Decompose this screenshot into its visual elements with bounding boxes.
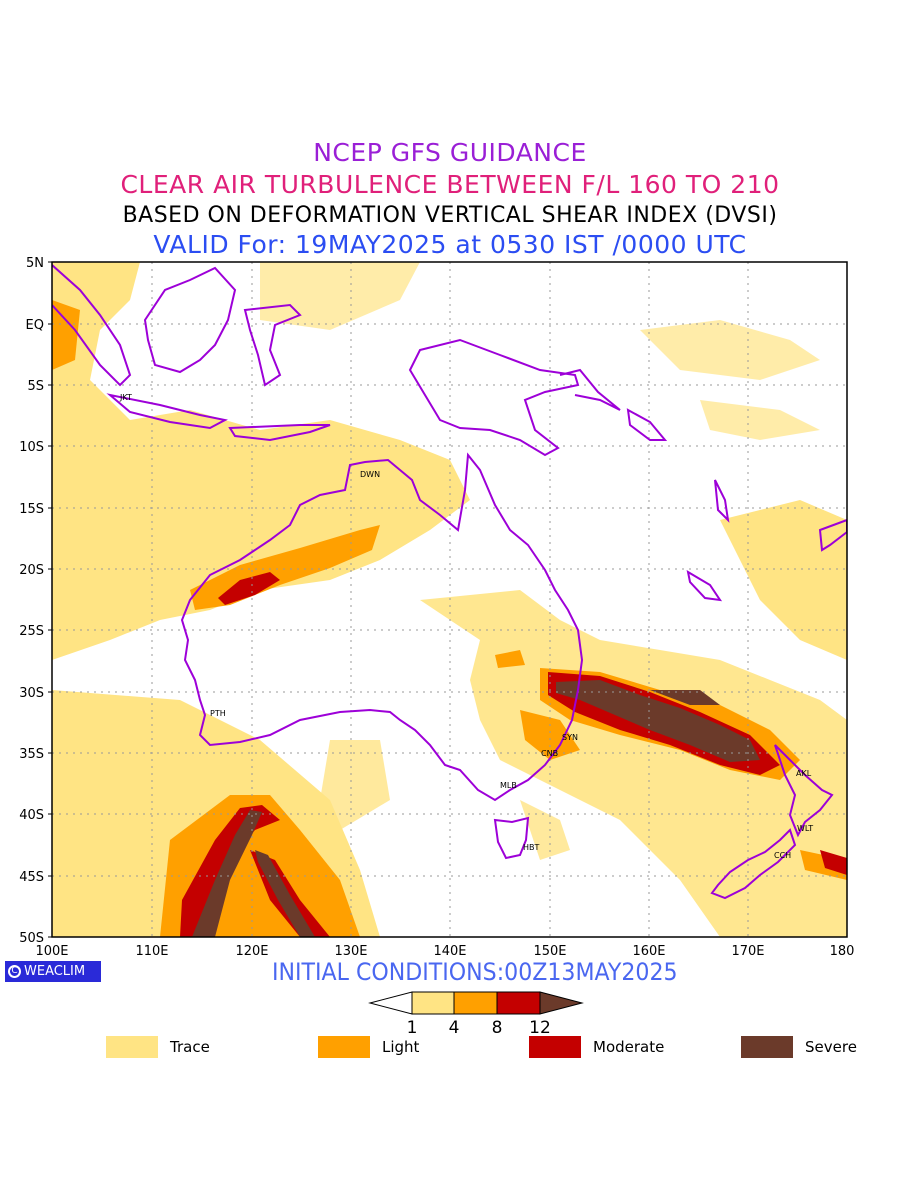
lon-label: 100E: [35, 944, 68, 959]
colorbar: 1 4 8 12: [368, 991, 584, 1038]
lat-label: EQ: [26, 318, 44, 333]
lon-label: 140E: [433, 944, 466, 959]
title-line-1: NCEP GFS GUIDANCE: [313, 138, 587, 167]
longitude-labels: 100E 110E 120E 130E 140E 150E 160E 170E …: [35, 944, 854, 959]
latitude-labels: 5N EQ 5S 10S 15S 20S 25S 30S 35S 40S 45S…: [19, 256, 44, 946]
title-line-2: CLEAR AIR TURBULENCE BETWEEN F/L 160 TO …: [120, 170, 780, 199]
severe-areas: [192, 680, 760, 937]
lat-label: 5N: [26, 256, 44, 271]
legend-label: Light: [382, 1038, 420, 1056]
lat-label: 25S: [19, 624, 44, 639]
nz-south-island: [710, 828, 797, 900]
vanuatu-coast: [714, 479, 730, 523]
map-frame: [51, 261, 848, 938]
city-label: PTH: [210, 709, 226, 718]
legend-label: Moderate: [593, 1038, 665, 1056]
lon-label: 130E: [334, 944, 367, 959]
lat-label: 35S: [19, 747, 44, 762]
sumatra-coast: [52, 264, 132, 387]
sulawesi-coast: [243, 303, 302, 387]
lat-label: 20S: [19, 563, 44, 578]
city-label: DWN: [360, 470, 380, 479]
title-line-3: BASED ON DEFORMATION VERTICAL SHEAR INDE…: [122, 203, 778, 228]
turbulence-fields: [52, 262, 847, 937]
legend-label: Trace: [170, 1038, 210, 1056]
lon-label: 150E: [533, 944, 566, 959]
legend-swatch: [529, 1036, 581, 1058]
coastlines: [52, 264, 847, 900]
lat-label: 5S: [27, 379, 44, 394]
city-label: WLT: [797, 824, 813, 833]
lon-label: 120E: [235, 944, 268, 959]
legend-light: Light: [318, 1036, 419, 1058]
city-label: AKL: [796, 769, 812, 778]
lon-label: 110E: [135, 944, 168, 959]
lesser-sunda-coast: [228, 424, 331, 442]
lat-label: 15S: [19, 502, 44, 517]
colorbar-tick: 1: [407, 1018, 418, 1038]
lat-label: 10S: [19, 440, 44, 455]
colorbar-tick: 4: [449, 1018, 460, 1038]
nz-north-island: [774, 744, 834, 838]
gridlines: [52, 262, 847, 937]
legend-label: Severe: [805, 1038, 857, 1056]
java-coast: [106, 393, 228, 430]
legend-swatch: [741, 1036, 793, 1058]
lat-label: 40S: [19, 808, 44, 823]
legend-swatch: [318, 1036, 370, 1058]
legend-moderate: Moderate: [529, 1036, 664, 1058]
legend-severe: Severe: [741, 1036, 857, 1058]
bismarck-coast: [559, 368, 621, 411]
fiji-coast: [818, 518, 847, 552]
new-guinea-coast: [408, 338, 580, 457]
tasmania-coast: [493, 816, 530, 860]
copyright-icon: C: [8, 965, 21, 978]
city-label: HBT: [523, 843, 540, 852]
borneo-coast: [143, 266, 237, 374]
city-label: MLB: [500, 781, 517, 790]
city-label: CNB: [541, 749, 558, 758]
tick-marks: [48, 261, 52, 938]
lat-label: 50S: [19, 931, 44, 946]
lon-label: 170E: [731, 944, 764, 959]
australia-coast: [180, 452, 584, 802]
city-label: SYN: [562, 733, 578, 742]
city-label: CCH: [774, 851, 791, 860]
weaclim-logo: C WEACLIM: [5, 961, 101, 982]
colorbar-tick: 12: [529, 1018, 551, 1038]
colorbar-tick: 8: [492, 1018, 503, 1038]
new-caledonia-coast: [686, 569, 723, 602]
logo-text: WEACLIM: [24, 964, 86, 979]
lon-label: 180: [830, 944, 855, 959]
initial-conditions: INITIAL CONDITIONS:00Z13MAY2025: [272, 958, 678, 986]
lon-label: 160E: [632, 944, 665, 959]
city-label: JKT: [119, 393, 132, 402]
title-line-4: VALID For: 19MAY2025 at 0530 IST /0000 U…: [153, 230, 747, 259]
legend-swatch: [106, 1036, 158, 1058]
lat-label: 30S: [19, 686, 44, 701]
legend-trace: Trace: [106, 1036, 210, 1058]
lat-label: 45S: [19, 870, 44, 885]
city-labels: JKT DWN PTH SYN CNB MLB HBT AKL WLT CCH: [119, 393, 813, 860]
solomons-coast: [626, 408, 668, 441]
